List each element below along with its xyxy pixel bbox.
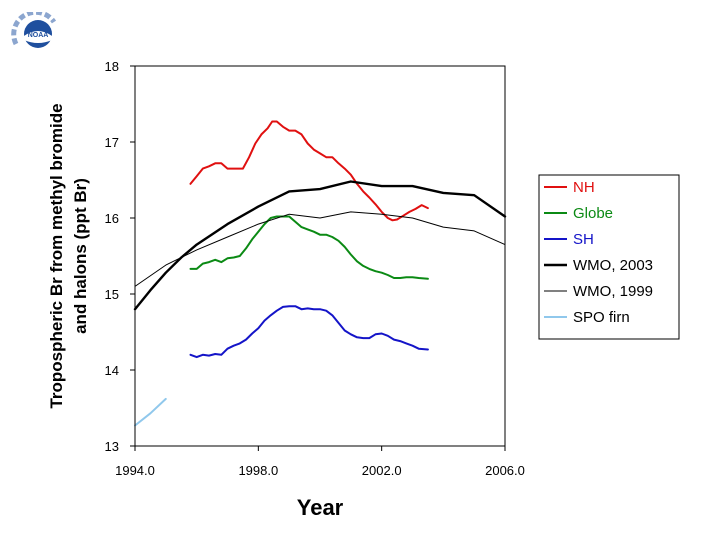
y-tick-label: 17 bbox=[105, 135, 119, 150]
series-line-wmo-2003 bbox=[133, 180, 507, 311]
legend-label: WMO, 2003 bbox=[573, 257, 653, 274]
series-line-globe bbox=[189, 215, 429, 280]
y-tick-label: 16 bbox=[105, 211, 119, 226]
axes-layer: 13 14 15 16 17 18 1994.0 1998.0 2002.0 2006.0 bbox=[105, 59, 525, 478]
legend-label: WMO, 1999 bbox=[573, 283, 653, 300]
y-tick-label: 15 bbox=[105, 287, 119, 302]
legend: NH Globe SH WMO, 2003 WMO, 1999 SPO firn bbox=[538, 174, 680, 340]
y-tick-label: 14 bbox=[105, 363, 119, 378]
x-axis-title: Year bbox=[297, 495, 344, 520]
y-axis-title-line: Tropospheric Br from methyl bromide bbox=[47, 103, 66, 408]
legend-label: NH bbox=[573, 179, 595, 196]
x-tick-label: 1998.0 bbox=[238, 463, 278, 478]
y-axis-title: Tropospheric Br from methyl bromide and h… bbox=[47, 103, 90, 408]
series-line-spo-firn bbox=[134, 397, 167, 427]
y-tick-label: 13 bbox=[105, 439, 119, 454]
x-tick-label: 2006.0 bbox=[485, 463, 525, 478]
noaa-logo-text: NOAA bbox=[28, 32, 49, 39]
x-tick-label: 1994.0 bbox=[115, 463, 155, 478]
legend-label: SH bbox=[573, 231, 594, 248]
legend-label: Globe bbox=[573, 205, 613, 222]
plot-area bbox=[134, 65, 506, 447]
series-line-wmo-1999 bbox=[134, 211, 506, 287]
x-tick-label: 2002.0 bbox=[362, 463, 402, 478]
noaa-logo-icon: NOAA bbox=[10, 9, 66, 58]
legend-box bbox=[538, 174, 680, 340]
legend-label: SPO firn bbox=[573, 309, 630, 326]
y-axis-title-line: and halons (ppt Br) bbox=[71, 178, 90, 334]
y-tick-label: 18 bbox=[105, 59, 119, 74]
series-line-sh bbox=[189, 305, 429, 359]
series-layer bbox=[133, 120, 507, 427]
series-line-nh bbox=[189, 120, 429, 222]
